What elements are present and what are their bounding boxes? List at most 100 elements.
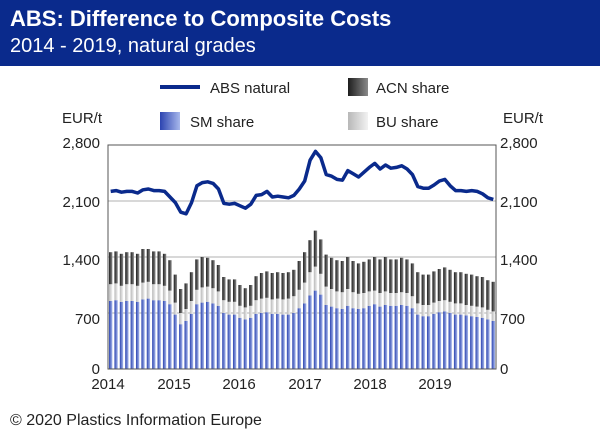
bar-acn-share — [410, 263, 415, 297]
bar-acn-share — [243, 288, 248, 308]
bar-sm-share — [486, 319, 490, 369]
bar-bu-share — [356, 293, 361, 309]
bar-sm-share — [211, 303, 215, 369]
bar-sm-share — [432, 313, 436, 369]
bar-sm-share — [162, 301, 167, 369]
bar-bu-share — [216, 291, 221, 306]
bar-sm-share — [410, 308, 415, 369]
bar-bu-share — [114, 283, 118, 301]
chart-subtitle: 2014 - 2019, natural grades — [10, 35, 256, 57]
y-tick-right-0: 0 — [500, 361, 508, 378]
bar-sm-share — [168, 304, 172, 369]
bar-sm-share — [308, 295, 312, 369]
bar-acn-share — [184, 283, 188, 309]
bar-acn-share — [254, 276, 258, 301]
bar-acn-share — [200, 257, 204, 288]
bar-acn-share — [232, 279, 237, 302]
bar-acn-share — [389, 259, 393, 293]
bar-acn-share — [373, 257, 377, 291]
bar-acn-share — [335, 260, 339, 292]
bar-bu-share — [206, 286, 210, 302]
bar-acn-share — [157, 251, 161, 285]
bar-acn-share — [168, 260, 172, 291]
bar-sm-share — [459, 314, 463, 369]
bar-sm-share — [464, 315, 469, 369]
bar-acn-share — [189, 272, 194, 301]
chart-title: ABS: Difference to Composite Costs — [10, 6, 392, 31]
bar-bu-share — [335, 291, 339, 309]
bar-bu-share — [308, 272, 312, 296]
bar-sm-share — [373, 304, 377, 369]
chart-header: ABS: Difference to Composite Costs 2014 … — [0, 0, 600, 66]
bar-bu-share — [168, 290, 172, 305]
bar-sm-share — [200, 302, 204, 369]
bar-acn-share — [329, 257, 334, 289]
bar-acn-share — [152, 251, 156, 285]
bar-sm-share — [216, 305, 221, 369]
bar-sm-share — [329, 306, 334, 369]
bar-bu-share — [324, 286, 328, 305]
bar-acn-share — [324, 254, 328, 287]
bar-bu-share — [162, 285, 167, 301]
bar-bu-share — [184, 309, 188, 321]
bar-acn-share — [308, 240, 312, 273]
x-tick-2015: 2015 — [157, 376, 190, 393]
bar-bu-share — [346, 289, 350, 306]
bar-sm-share — [297, 308, 301, 369]
y-tick-left-2800: 2,800 — [62, 135, 100, 152]
bar-sm-share — [130, 301, 134, 369]
bar-sm-share — [281, 314, 285, 369]
x-tick-2014: 2014 — [91, 376, 124, 393]
bar-sm-share — [416, 314, 420, 369]
bar-bu-share — [491, 311, 495, 321]
bar-sm-share — [270, 313, 275, 369]
bar-bu-share — [475, 306, 479, 317]
bar-bu-share — [405, 293, 409, 306]
bar-sm-share — [335, 308, 339, 369]
bar-bu-share — [421, 305, 425, 317]
bar-sm-share — [405, 305, 409, 369]
bar-acn-share — [491, 281, 495, 312]
bar-acn-share — [162, 253, 167, 286]
bar-acn-share — [238, 285, 242, 306]
bar-bu-share — [222, 300, 226, 313]
bar-acn-share — [486, 280, 490, 310]
bar-sm-share — [254, 313, 258, 369]
bar-bu-share — [389, 293, 393, 306]
bar-bu-share — [265, 297, 269, 313]
bar-bu-share — [179, 313, 183, 325]
bar-bu-share — [259, 298, 264, 313]
bar-acn-share — [114, 251, 118, 284]
bar-sm-share — [313, 290, 318, 369]
bar-sm-share — [152, 300, 156, 369]
bar-sm-share — [340, 309, 345, 369]
bar-sm-share — [351, 308, 355, 369]
bar-bu-share — [340, 292, 345, 309]
bar-bu-share — [249, 305, 253, 318]
x-ticks: 2014 2015 2016 2017 2018 2019 — [91, 376, 451, 393]
bar-sm-share — [135, 301, 140, 369]
bar-acn-share — [141, 249, 145, 283]
y-tick-right-2100: 2,100 — [500, 194, 538, 211]
bar-acn-share — [453, 272, 458, 304]
bar-bu-share — [297, 289, 301, 309]
bar-bu-share — [303, 282, 307, 304]
bar-bu-share — [157, 284, 161, 301]
bar-sm-share — [243, 319, 248, 369]
bar-sm-share — [249, 317, 253, 369]
bar-bu-share — [378, 293, 382, 307]
bar-bu-share — [130, 284, 134, 301]
bar-acn-share — [400, 257, 404, 293]
bar-bu-share — [276, 298, 280, 314]
bar-acn-share — [405, 259, 409, 293]
bar-acn-share — [135, 253, 140, 286]
bar-bu-share — [448, 301, 452, 313]
bar-sm-share — [184, 321, 188, 369]
bar-bu-share — [152, 284, 156, 301]
bar-bu-share — [400, 292, 404, 305]
bar-bu-share — [362, 293, 366, 309]
bar-sm-share — [367, 305, 372, 369]
bar-sm-share — [346, 305, 350, 369]
bar-bu-share — [109, 284, 113, 301]
bar-acn-share — [286, 272, 291, 299]
